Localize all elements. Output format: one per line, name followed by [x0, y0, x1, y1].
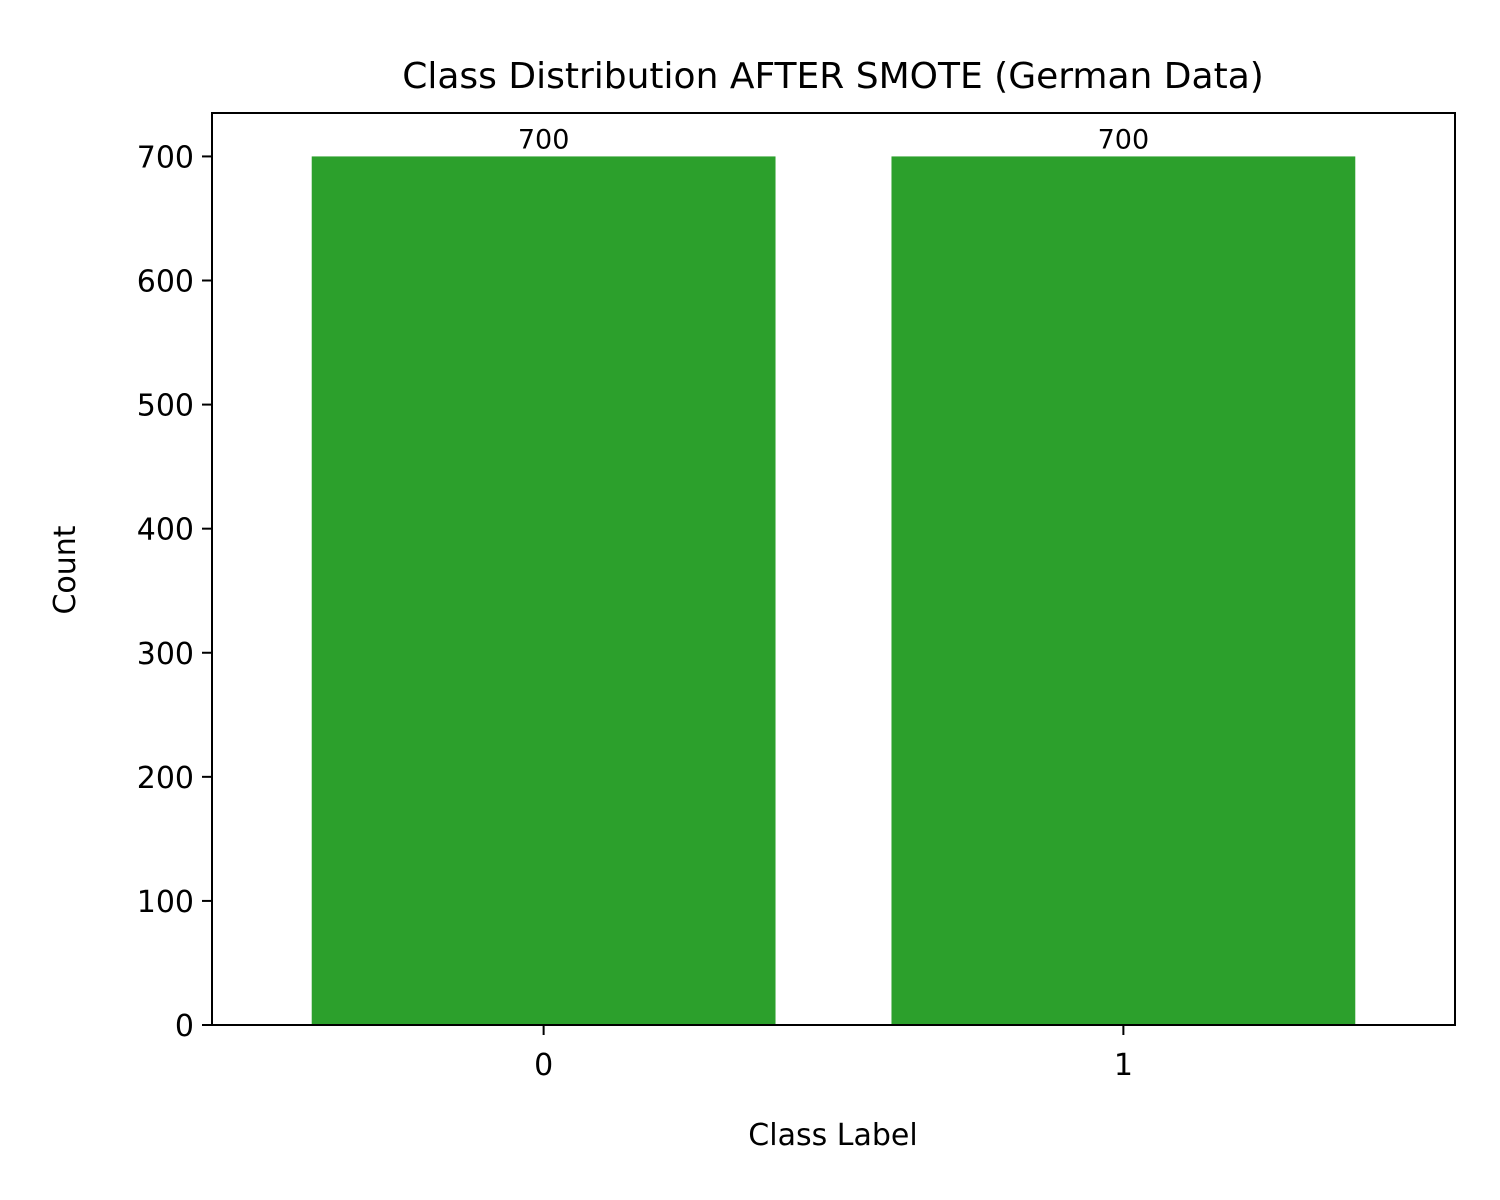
- y-tick-label: 0: [175, 1009, 194, 1044]
- y-axis-ticks: 0 100 200 300 400 500 600 700: [137, 140, 212, 1044]
- bar-0: [311, 156, 776, 1025]
- bar-value-label: 700: [1098, 124, 1150, 155]
- y-axis-label: Count: [48, 525, 83, 614]
- y-tick-label: 600: [137, 265, 194, 300]
- y-tick-label: 700: [137, 140, 194, 175]
- bar-value-label: 700: [518, 124, 570, 155]
- y-tick-label: 200: [137, 761, 194, 796]
- y-tick-label: 300: [137, 637, 194, 672]
- y-tick-label: 500: [137, 389, 194, 424]
- y-tick-label: 400: [137, 513, 194, 548]
- bars-group: [311, 156, 1356, 1025]
- chart-title: Class Distribution AFTER SMOTE (German D…: [402, 56, 1264, 97]
- bar-labels-group: 700 700: [518, 124, 1149, 155]
- x-axis-label: Class Label: [748, 1118, 917, 1153]
- plot-frame: [211, 112, 1456, 1026]
- x-tick-label: 0: [534, 1048, 553, 1083]
- y-tick-label: 100: [137, 885, 194, 920]
- bar-1: [891, 156, 1356, 1025]
- x-tick-label: 1: [1114, 1048, 1133, 1083]
